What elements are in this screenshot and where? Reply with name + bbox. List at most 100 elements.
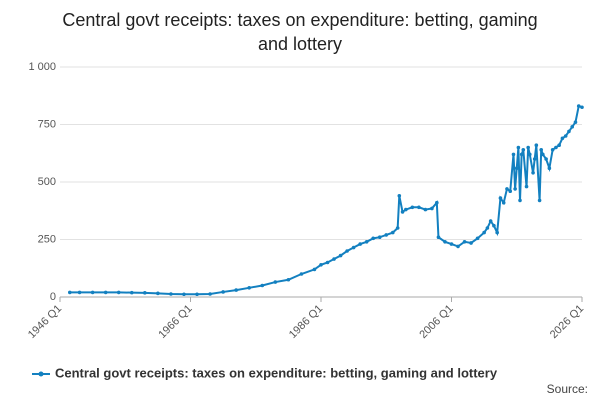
y-tick-label: 0 <box>50 291 56 303</box>
legend: Central govt receipts: taxes on expendit… <box>32 365 498 380</box>
point <box>544 157 548 161</box>
legend-label: Central govt receipts: taxes on expendit… <box>55 365 498 380</box>
point <box>169 292 173 296</box>
point <box>541 152 545 157</box>
point <box>462 240 467 244</box>
point <box>395 226 400 230</box>
point <box>116 290 121 295</box>
point <box>325 260 330 265</box>
point <box>143 291 147 295</box>
point <box>475 236 480 241</box>
point <box>234 288 238 292</box>
point <box>436 235 441 239</box>
point <box>563 134 568 138</box>
point <box>430 206 434 211</box>
point <box>77 290 82 295</box>
x-tick-label: 1986 Q1 <box>287 303 325 341</box>
point <box>554 145 558 150</box>
point <box>332 257 336 261</box>
point <box>547 166 552 170</box>
point <box>508 189 513 193</box>
point <box>345 249 349 253</box>
point <box>156 291 160 296</box>
point <box>482 230 486 235</box>
point <box>495 230 499 235</box>
point <box>516 145 521 150</box>
point <box>67 290 72 295</box>
y-tick-label: 500 <box>38 176 56 188</box>
point <box>260 283 265 288</box>
point <box>435 200 439 205</box>
legend-marker <box>38 371 44 377</box>
point <box>576 104 581 108</box>
point <box>423 207 428 212</box>
point <box>537 198 542 203</box>
point <box>103 290 108 295</box>
point <box>319 263 323 267</box>
point <box>286 277 291 282</box>
point <box>573 120 578 124</box>
point <box>469 241 473 245</box>
point <box>299 272 304 276</box>
line <box>69 104 583 296</box>
point <box>417 205 421 210</box>
point <box>312 267 317 272</box>
source: Source: <box>547 382 588 396</box>
point <box>247 286 252 290</box>
x-tick-label: 1946 Q1 <box>26 303 64 341</box>
point <box>519 152 524 157</box>
x-tick-label: 2026 Q1 <box>548 303 586 341</box>
point <box>338 253 343 258</box>
x-tick-label: 2006 Q1 <box>417 303 455 341</box>
x-tick-label: 1966 Q1 <box>156 303 194 341</box>
point <box>570 125 575 129</box>
point <box>221 290 225 294</box>
point <box>397 194 402 198</box>
point <box>364 240 369 244</box>
y-tick-label: 750 <box>38 118 56 130</box>
chart-title: Central govt receipts: taxes on expendit… <box>62 10 538 54</box>
point <box>498 196 503 200</box>
point <box>456 244 460 249</box>
point <box>528 152 532 157</box>
y-tick-label: 250 <box>38 233 56 245</box>
point <box>511 152 516 157</box>
point <box>449 242 454 246</box>
point <box>488 219 493 223</box>
point <box>400 210 405 214</box>
point <box>550 148 555 152</box>
point <box>534 143 539 147</box>
point <box>273 280 278 284</box>
point <box>526 145 530 150</box>
point <box>492 223 496 228</box>
point <box>129 290 134 295</box>
point <box>531 171 535 175</box>
point <box>505 187 509 191</box>
point <box>513 187 517 191</box>
point <box>560 136 565 141</box>
point <box>371 236 376 241</box>
point <box>90 290 95 295</box>
point <box>539 148 544 152</box>
point <box>182 292 186 297</box>
point <box>524 184 529 189</box>
point <box>485 226 490 230</box>
point <box>514 166 519 170</box>
point <box>521 148 526 152</box>
point <box>580 105 584 110</box>
point <box>567 129 571 134</box>
y-tick-label: 1 000 <box>28 61 56 73</box>
point <box>443 240 447 244</box>
point <box>404 207 408 212</box>
point <box>351 245 356 250</box>
point <box>358 242 362 246</box>
point <box>501 200 506 205</box>
point <box>390 230 395 235</box>
point <box>557 143 561 147</box>
point <box>377 235 382 239</box>
point <box>410 205 415 210</box>
point <box>208 292 212 296</box>
point <box>384 233 389 237</box>
